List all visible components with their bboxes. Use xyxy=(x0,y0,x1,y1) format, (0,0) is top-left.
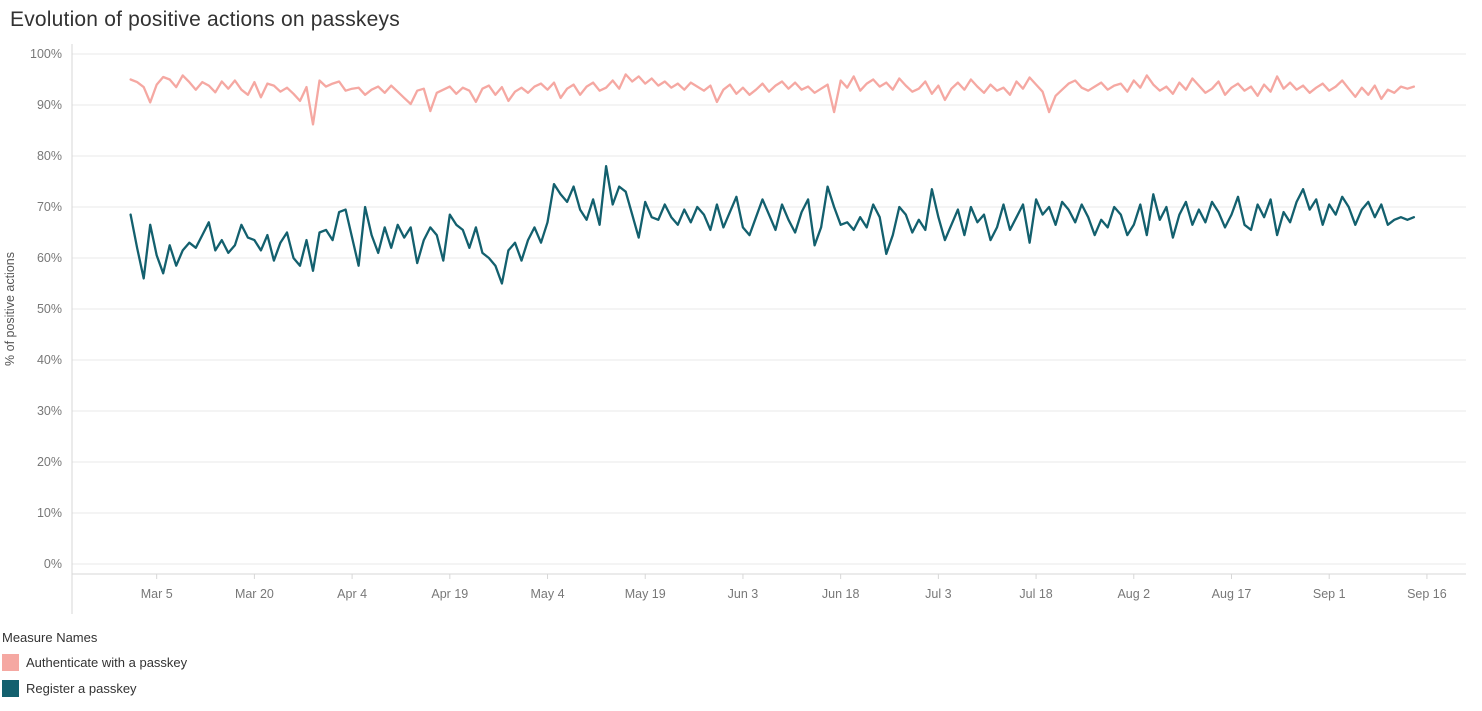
svg-text:60%: 60% xyxy=(37,251,62,265)
svg-text:Jun 18: Jun 18 xyxy=(822,587,860,601)
svg-text:Jul 18: Jul 18 xyxy=(1019,587,1052,601)
svg-text:May 19: May 19 xyxy=(625,587,666,601)
legend-label-authenticate: Authenticate with a passkey xyxy=(26,655,188,670)
svg-text:Sep 16: Sep 16 xyxy=(1407,587,1447,601)
svg-text:Jul 3: Jul 3 xyxy=(925,587,951,601)
y-axis-title: % of positive actions xyxy=(3,252,17,366)
svg-text:0%: 0% xyxy=(44,557,62,571)
svg-text:Aug 17: Aug 17 xyxy=(1212,587,1252,601)
svg-text:40%: 40% xyxy=(37,353,62,367)
legend-item-register[interactable]: Register a passkey xyxy=(2,680,1482,697)
svg-text:100%: 100% xyxy=(30,47,62,61)
svg-text:Jun 3: Jun 3 xyxy=(728,587,759,601)
series-line-authenticate-with-a-passkey xyxy=(129,73,1416,126)
legend-label-register: Register a passkey xyxy=(26,681,137,696)
svg-text:70%: 70% xyxy=(37,200,62,214)
legend-swatch-register-icon[interactable] xyxy=(2,680,19,697)
svg-text:Aug 2: Aug 2 xyxy=(1117,587,1150,601)
legend-item-authenticate[interactable]: Authenticate with a passkey xyxy=(2,654,1482,671)
svg-text:May 4: May 4 xyxy=(530,587,564,601)
svg-text:50%: 50% xyxy=(37,302,62,316)
chart-title: Evolution of positive actions on passkey… xyxy=(10,8,400,31)
line-chart[interactable]: 0% 10% 20% 30% 40% 50% 60% 70% 80% 90% 100% Mar 5 Ma… xyxy=(0,36,1482,628)
svg-text:Mar 5: Mar 5 xyxy=(141,587,173,601)
svg-text:20%: 20% xyxy=(37,455,62,469)
svg-text:Sep 1: Sep 1 xyxy=(1313,587,1346,601)
svg-text:30%: 30% xyxy=(37,404,62,418)
svg-text:90%: 90% xyxy=(37,98,62,112)
legend: Measure Names Authenticate with a passke… xyxy=(0,630,1482,697)
legend-swatch-authenticate-icon[interactable] xyxy=(2,654,19,671)
series-line-register-a-passkey xyxy=(129,165,1416,285)
svg-text:Apr 4: Apr 4 xyxy=(337,587,367,601)
svg-text:Mar 20: Mar 20 xyxy=(235,587,274,601)
legend-title: Measure Names xyxy=(2,630,98,645)
svg-text:10%: 10% xyxy=(37,506,62,520)
svg-text:Apr 19: Apr 19 xyxy=(431,587,468,601)
svg-text:80%: 80% xyxy=(37,149,62,163)
